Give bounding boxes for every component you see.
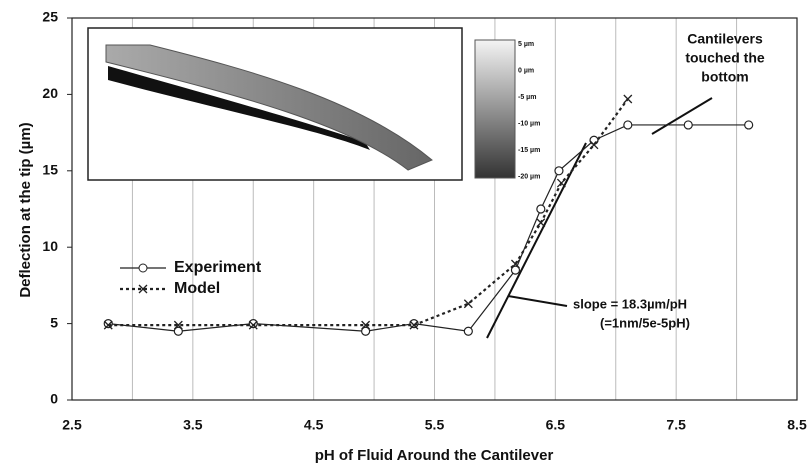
point xyxy=(464,327,472,335)
y-axis-title: Deflection at the tip (µm) xyxy=(17,122,34,297)
x-tick-label: 2.5 xyxy=(62,417,82,433)
point xyxy=(684,121,692,129)
point xyxy=(555,167,563,175)
y-tick-label: 10 xyxy=(42,238,58,254)
inset-scale-label: -10 µm xyxy=(518,120,540,127)
x-tick-label: 4.5 xyxy=(304,417,324,433)
inset-scale-label: -5 µm xyxy=(518,94,536,101)
annotation-arrow xyxy=(652,98,712,134)
inset-scale-label: 0 µm xyxy=(518,67,534,74)
point xyxy=(557,179,565,187)
x-tick-label: 3.5 xyxy=(183,417,203,433)
x-tick-label: 6.5 xyxy=(546,417,566,433)
y-tick-label: 15 xyxy=(42,162,58,178)
annotation-arrow xyxy=(508,296,567,306)
inset-image xyxy=(88,28,515,180)
annotation: touched the xyxy=(685,50,765,66)
legend-label: Experiment xyxy=(174,259,262,276)
point xyxy=(537,219,545,227)
annotation: Cantilevers xyxy=(687,31,763,47)
y-tick-label: 25 xyxy=(42,9,58,25)
y-tick-label: 5 xyxy=(50,314,58,330)
legend-marker xyxy=(139,264,147,272)
x-tick-label: 5.5 xyxy=(425,417,445,433)
point xyxy=(624,121,632,129)
annotation: bottom xyxy=(701,69,748,85)
x-axis-title: pH of Fluid Around the Cantilever xyxy=(315,447,554,464)
y-tick-label: 0 xyxy=(50,391,58,407)
chart: Deflection at the tip (µm) pH of Fluid A… xyxy=(0,0,811,468)
point xyxy=(624,95,632,103)
annotation: slope = 18.3µm/pH xyxy=(573,296,687,311)
inset-scale-label: -15 µm xyxy=(518,147,540,154)
annotation: (=1nm/5e-5pH) xyxy=(600,315,690,330)
x-tick-label: 8.5 xyxy=(787,417,807,433)
point xyxy=(249,320,257,328)
x-tick-label: 7.5 xyxy=(666,417,686,433)
point xyxy=(745,121,753,129)
inset-scale-label: -20 µm xyxy=(518,173,540,180)
point xyxy=(537,205,545,213)
inset-scale-label: 5 µm xyxy=(518,41,534,48)
point xyxy=(104,320,112,328)
y-tick-label: 20 xyxy=(42,85,58,101)
legend-label: Model xyxy=(174,280,220,297)
